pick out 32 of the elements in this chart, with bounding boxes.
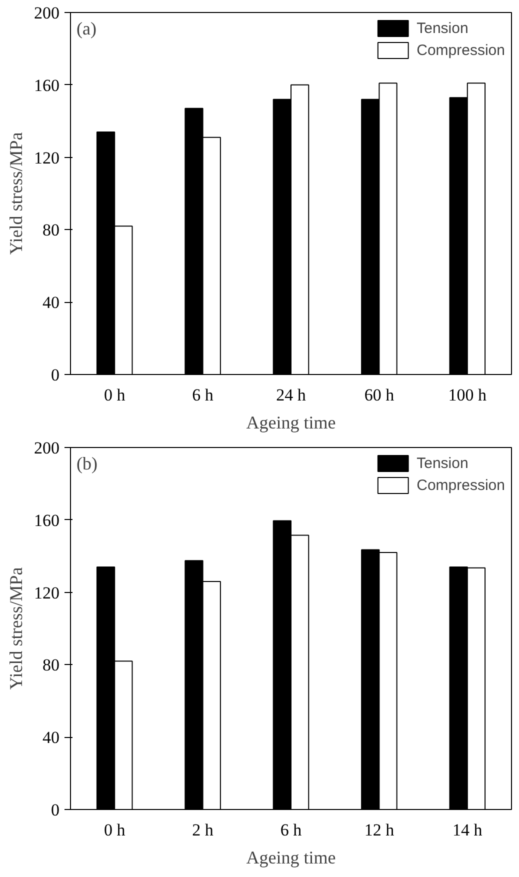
legend-label: Tension	[416, 20, 468, 36]
x-tick-label: 24 h	[276, 386, 306, 404]
y-tick-label: 160	[34, 510, 60, 530]
y-axis-title: Yield stress/MPa	[6, 132, 26, 255]
y-tick-label: 80	[42, 220, 60, 240]
x-tick-label: 60 h	[364, 386, 395, 404]
y-tick-label: 160	[34, 76, 60, 95]
y-tick-label: 0	[51, 800, 60, 820]
legend-label: Compression	[416, 476, 505, 494]
x-tick-label: 6 h	[280, 820, 302, 840]
y-tick-label: 120	[34, 148, 60, 168]
x-tick-label: 100 h	[448, 386, 488, 404]
legend-label: Tension	[416, 454, 468, 472]
x-tick-label: 14 h	[452, 820, 483, 840]
y-tick-label: 40	[42, 728, 60, 748]
annotation: (b)	[76, 454, 98, 474]
x-tick-label: 2 h	[192, 820, 214, 840]
x-tick-label: 12 h	[364, 820, 395, 840]
x-tick-label: 6 h	[192, 386, 214, 404]
legend-label: Compression	[416, 42, 505, 58]
x-tick-label: 0 h	[104, 820, 126, 840]
y-tick-label: 40	[42, 293, 60, 312]
x-tick-label: 0 h	[104, 386, 126, 404]
x-axis-title: Ageing time	[246, 412, 336, 432]
y-tick-label: 0	[51, 366, 60, 384]
y-axis-title: Yield stress/MPa	[6, 567, 26, 690]
y-tick-label: 120	[34, 583, 60, 602]
annotation: (a)	[76, 18, 96, 38]
y-tick-label: 200	[34, 4, 60, 22]
y-tick-label: 80	[42, 656, 60, 675]
y-tick-label: 200	[34, 438, 60, 458]
x-axis-title: Ageing time	[246, 848, 336, 868]
